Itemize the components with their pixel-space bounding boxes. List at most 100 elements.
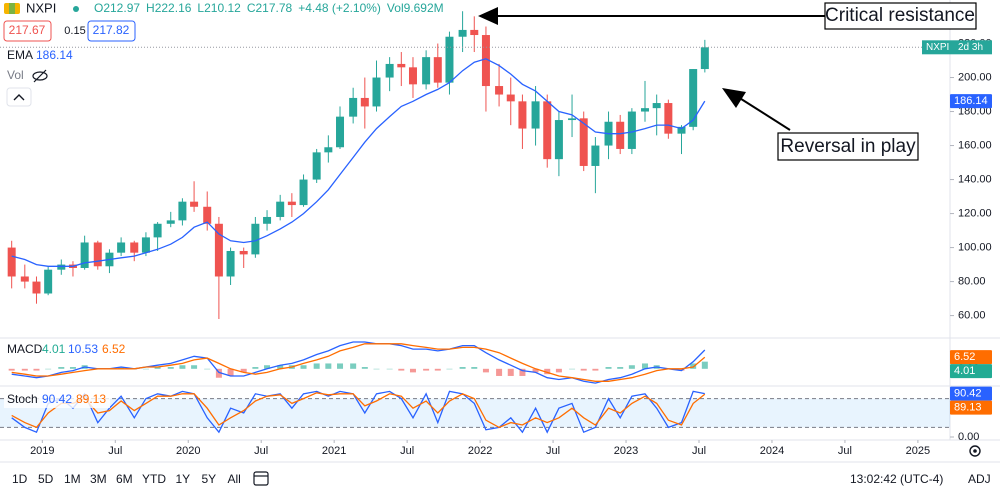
- ask-box[interactable]: [87, 20, 136, 42]
- candle-body: [80, 242, 89, 268]
- candle-body: [385, 63, 394, 78]
- bid[interactable]: 217.67: [9, 23, 46, 37]
- candle-body: [239, 250, 248, 255]
- histogram-bar: [701, 361, 708, 369]
- macd-legend[interactable]: MACD: [7, 342, 43, 356]
- histogram-bar: [252, 367, 259, 369]
- candle-body: [554, 120, 563, 160]
- candle-body: [458, 29, 467, 37]
- candle-body: [312, 152, 321, 180]
- y-tick-label: 100.00: [958, 241, 992, 253]
- candle-body: [470, 29, 479, 36]
- candle-body: [44, 269, 53, 294]
- candle-body: [627, 111, 636, 149]
- candle-body: [543, 101, 552, 160]
- x-tick-label: 2023: [614, 445, 638, 457]
- range-button[interactable]: YTD: [142, 472, 166, 486]
- candle-body: [32, 281, 41, 294]
- x-tick-label: 2024: [760, 445, 784, 457]
- candle-body: [700, 47, 709, 70]
- candle-body: [130, 242, 139, 253]
- ema-legend-value: 186.14: [36, 48, 73, 62]
- candle-body: [591, 145, 600, 166]
- histogram-bar: [592, 368, 599, 371]
- macd-legend-value: 10.53: [68, 342, 98, 356]
- value-tag-bg: [950, 350, 992, 365]
- y-tick-label: 160.00: [958, 139, 992, 151]
- stoch-legend-value: 90.42: [42, 392, 72, 406]
- candle-body: [445, 36, 454, 83]
- legend-backdrop: [4, 392, 110, 408]
- market-status: [73, 6, 79, 12]
- histogram-bar: [227, 368, 234, 376]
- histogram-bar: [532, 368, 539, 373]
- histogram-bar: [240, 368, 247, 373]
- y-tick-label: 60.00: [958, 310, 986, 322]
- bid-box[interactable]: [3, 20, 52, 42]
- histogram-bar: [350, 363, 357, 369]
- clock[interactable]: 13:02:42 (UTC-4): [850, 472, 943, 486]
- candle-body: [433, 57, 442, 83]
- range-button[interactable]: All: [228, 472, 241, 486]
- hidden-icon[interactable]: [32, 69, 48, 83]
- candle-body: [214, 223, 223, 277]
- y-tick-label: 0.00: [958, 431, 979, 443]
- range-button[interactable]: 3M: [90, 472, 107, 486]
- histogram-bar: [519, 368, 526, 376]
- candle-body: [287, 201, 296, 206]
- x-tick-label: Jul: [838, 445, 852, 457]
- adjust-toggle[interactable]: ADJ: [968, 472, 991, 486]
- value-tag-bg: [950, 364, 992, 379]
- histogram-bar: [204, 368, 211, 370]
- candle-body: [263, 216, 272, 224]
- candle-body: [360, 97, 369, 107]
- last-price-symbol: NXPI: [926, 42, 949, 53]
- candle-body: [276, 201, 285, 217]
- histogram-bar: [690, 363, 697, 369]
- range-button[interactable]: 1D: [12, 472, 28, 486]
- candle-body: [664, 103, 673, 134]
- histogram-bar: [179, 365, 186, 369]
- candle-body: [531, 101, 540, 129]
- histogram-bar: [361, 367, 368, 369]
- stoch-legend[interactable]: Stoch: [7, 392, 38, 406]
- histogram-bar: [277, 365, 284, 369]
- range-button[interactable]: 5Y: [202, 472, 217, 486]
- range-button[interactable]: 1M: [64, 472, 81, 486]
- ask[interactable]: 217.82: [93, 23, 130, 37]
- range-button[interactable]: 5D: [38, 472, 54, 486]
- annotation-arrowhead: [478, 7, 498, 25]
- y-tick-label: 200.00: [958, 71, 992, 83]
- indicator-line: [11, 392, 706, 429]
- histogram-bar: [496, 368, 503, 376]
- candle-body: [349, 97, 358, 117]
- candle-body: [203, 206, 212, 224]
- histogram-bar: [678, 368, 685, 371]
- vol-legend[interactable]: Vol: [7, 68, 24, 82]
- ema-legend[interactable]: EMA: [7, 48, 33, 62]
- value-tag: 6.52: [954, 351, 975, 363]
- histogram-bar: [569, 368, 576, 370]
- calendar-icon[interactable]: [253, 471, 269, 486]
- last-price-countdown: 2d 3h: [958, 42, 983, 53]
- range-button[interactable]: 6M: [116, 472, 133, 486]
- histogram-bar: [21, 368, 28, 371]
- histogram-bar: [507, 368, 514, 376]
- collapse-button[interactable]: [6, 87, 32, 107]
- value-tag-bg: [950, 400, 992, 415]
- candle-body: [93, 242, 102, 267]
- histogram-bar: [555, 368, 562, 373]
- annotation-box: [824, 2, 977, 30]
- settings-icon[interactable]: [969, 445, 981, 457]
- annotation-arrow: [737, 96, 791, 131]
- candle-body: [141, 237, 150, 253]
- histogram-bar: [434, 368, 441, 371]
- macd-legend-value: 6.52: [102, 342, 126, 356]
- candle-body: [397, 63, 406, 68]
- histogram-bar: [167, 367, 174, 369]
- range-button[interactable]: 1Y: [176, 472, 191, 486]
- histogram-bar: [605, 367, 612, 369]
- candle-body: [641, 108, 650, 112]
- value-tag: 90.42: [954, 388, 982, 400]
